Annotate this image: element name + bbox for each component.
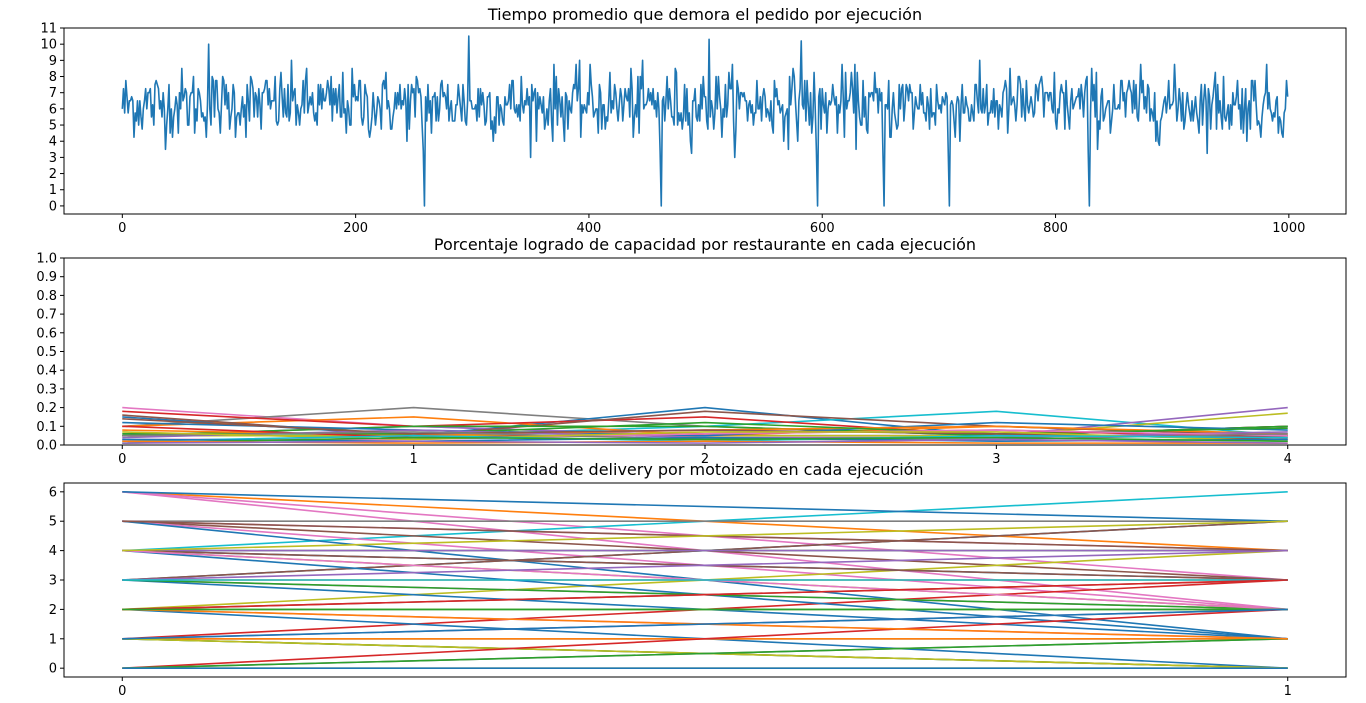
series-line — [122, 549, 1288, 581]
series-group — [121, 35, 1289, 207]
x-tick-label: 4 — [1284, 452, 1292, 467]
y-tick-label: 0.9 — [36, 270, 57, 285]
x-tick-label: 2 — [701, 452, 709, 467]
series-line — [122, 421, 1288, 437]
x-tick-label: 0 — [118, 452, 126, 467]
chart-title: Porcentaje logrado de capacidad por rest… — [434, 235, 976, 254]
series-line — [122, 520, 1288, 552]
y-tick-label: 6 — [49, 102, 57, 117]
series-line — [122, 491, 1288, 523]
x-tick-label: 800 — [1043, 221, 1068, 236]
y-tick-label: 0.4 — [36, 364, 57, 379]
y-tick-label: 0.1 — [36, 420, 57, 435]
series-line — [122, 438, 1288, 444]
y-tick-label: 5 — [49, 515, 57, 530]
y-tick-label: 9 — [49, 54, 57, 69]
chart-title: Cantidad de delivery por motoizado en ca… — [486, 460, 923, 479]
x-tick-label: 1 — [1284, 684, 1292, 699]
chart-3: Cantidad de delivery por motoizado en ca… — [49, 460, 1347, 699]
y-tick-label: 2 — [49, 167, 57, 182]
x-tick-label: 600 — [810, 221, 835, 236]
series-line — [121, 35, 1289, 207]
y-tick-label: 3 — [49, 151, 57, 166]
series-line — [122, 608, 1288, 669]
y-tick-label: 0.8 — [36, 289, 57, 304]
series-line — [122, 579, 1288, 611]
y-tick-label: 0.2 — [36, 401, 57, 416]
y-tick-label: 11 — [40, 22, 57, 37]
y-tick-label: 2 — [49, 603, 57, 618]
y-tick-label: 0 — [49, 662, 57, 677]
series-line — [122, 436, 1288, 444]
series-group — [122, 406, 1288, 444]
y-tick-label: 4 — [49, 544, 57, 559]
y-tick-label: 6 — [49, 485, 57, 500]
y-tick-label: 1 — [49, 632, 57, 647]
y-tick-label: 8 — [49, 70, 57, 85]
y-tick-label: 3 — [49, 574, 57, 589]
chart-title: Tiempo promedio que demora el pedido por… — [487, 5, 922, 24]
y-tick-label: 0.5 — [36, 345, 57, 360]
y-tick-label: 0.0 — [36, 439, 57, 454]
x-tick-label: 1000 — [1272, 221, 1305, 236]
series-group — [122, 491, 1288, 669]
y-tick-label: 1.0 — [36, 252, 57, 267]
y-tick-label: 0.3 — [36, 382, 57, 397]
x-tick-label: 200 — [343, 221, 368, 236]
chart-1: Tiempo promedio que demora el pedido por… — [40, 5, 1347, 236]
y-tick-label: 1 — [49, 183, 57, 198]
y-tick-label: 4 — [49, 135, 57, 150]
y-tick-label: 0.7 — [36, 308, 57, 323]
axes-frame — [63, 27, 1347, 215]
y-tick-label: 5 — [49, 119, 57, 134]
y-tick-label: 0.6 — [36, 326, 57, 341]
y-tick-label: 7 — [49, 86, 57, 101]
y-tick-label: 0 — [49, 199, 57, 214]
x-tick-label: 0 — [118, 684, 126, 699]
chart-2: Porcentaje logrado de capacidad por rest… — [36, 235, 1347, 467]
x-tick-label: 0 — [118, 221, 126, 236]
x-tick-label: 1 — [409, 452, 417, 467]
x-tick-label: 400 — [577, 221, 602, 236]
x-tick-label: 3 — [992, 452, 1000, 467]
y-tick-label: 10 — [40, 38, 57, 53]
series-line — [122, 637, 1288, 669]
series-line — [122, 608, 1288, 640]
